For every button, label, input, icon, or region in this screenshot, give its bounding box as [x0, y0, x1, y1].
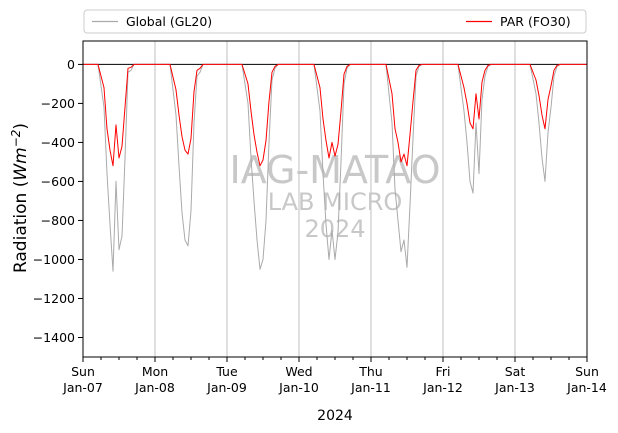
y-tick-label: −1400	[33, 330, 75, 345]
y-tick-label: −1000	[33, 252, 75, 267]
y-tick-label: −600	[41, 174, 75, 189]
watermark-line2: LAB MICRO	[268, 188, 403, 216]
x-tick-label-date: Jan-08	[134, 380, 175, 395]
x-tick-label-day: Sun	[575, 364, 599, 379]
legend: Global (GL20) PAR (FO30)	[83, 9, 587, 34]
x-tick-label-date: Jan-13	[494, 380, 535, 395]
y-axis-title: Radiation (Wm−2)	[9, 123, 31, 273]
legend-frame	[83, 9, 587, 34]
x-tick-label-date: Jan-14	[566, 380, 607, 395]
y-tick-label: −800	[41, 213, 75, 228]
y-tick-label: 0	[67, 57, 75, 72]
x-axis-title: 2024	[317, 408, 353, 424]
x-tick-label-date: Jan-09	[206, 380, 247, 395]
plot-area: IAG-MATAO LAB MICRO 2024	[82, 40, 588, 358]
y-axis: 0 −200 −400 −600 −800 −1000 −1200 −1400	[33, 57, 83, 345]
x-tick-label-day: Wed	[285, 364, 312, 379]
legend-label-global: Global (GL20)	[126, 14, 212, 29]
x-tick-label-day: Sun	[71, 364, 95, 379]
x-tick-label-day: Thu	[358, 364, 382, 379]
x-tick-label-day: Sat	[505, 364, 526, 379]
x-tick-label-date: Jan-07	[62, 380, 103, 395]
x-tick-label-date: Jan-11	[350, 380, 391, 395]
x-tick-label-day: Tue	[215, 364, 238, 379]
y-tick-label: −400	[41, 135, 75, 150]
series-line-par	[83, 63, 587, 167]
legend-label-par: PAR (FO30)	[500, 14, 571, 29]
x-tick-label-date: Jan-12	[422, 380, 463, 395]
y-tick-label: −1200	[33, 291, 75, 306]
x-tick-label-day: Mon	[142, 364, 168, 379]
x-axis: SunJan-07MonJan-08TueJan-09WedJan-10ThuJ…	[62, 357, 607, 395]
watermark-line3: 2024	[304, 215, 365, 243]
x-tick-label-day: Fri	[436, 364, 451, 379]
y-tick-label: −200	[41, 96, 75, 111]
x-tick-label-date: Jan-10	[278, 380, 319, 395]
x-gridlines	[154, 41, 516, 357]
